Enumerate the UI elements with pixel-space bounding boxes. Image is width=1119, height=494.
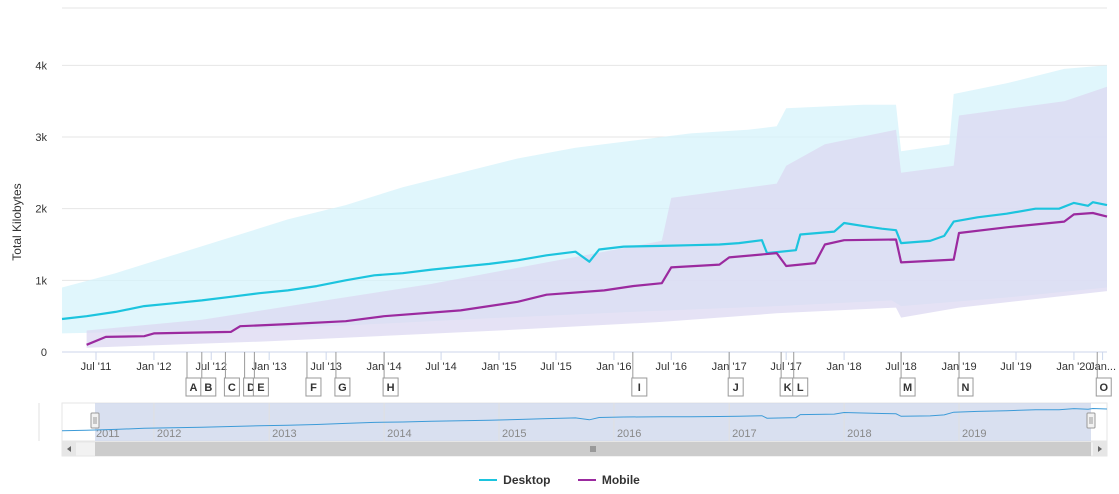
flag-label: I — [638, 382, 641, 394]
flag-box — [252, 377, 269, 397]
flag-box — [631, 377, 648, 397]
navigator-selection — [95, 403, 1091, 441]
navigator-year-label: 2019 — [962, 428, 986, 440]
x-axis: Jul '11 Jan '12 Jul '12 Jan '13 Jul '13 Jan '… — [62, 351, 1116, 373]
flag-l[interactable]: L — [792, 352, 809, 397]
flag-box — [200, 377, 217, 397]
flag-o[interactable]: O — [1095, 352, 1112, 397]
series-line-mobile — [86, 211, 1108, 346]
x-tick-label: Jan '18 — [827, 361, 862, 373]
flag-box — [334, 377, 351, 397]
legend-item-mobile[interactable]: Mobile — [577, 473, 640, 487]
flag-label: M — [903, 382, 912, 394]
band-mobile — [86, 86, 1108, 348]
x-tick-label: Jul '15 — [540, 361, 571, 373]
flag-h[interactable]: H — [382, 352, 399, 397]
x-tick-label: Jul '16 — [656, 361, 687, 373]
flag-label: K — [784, 382, 792, 394]
x-tick-label: Jul '17 — [770, 361, 801, 373]
x-tick-label: Jan '16 — [596, 361, 631, 373]
navigator-year-label: 2013 — [272, 428, 296, 440]
navigator-year-label: 2014 — [387, 428, 411, 440]
flag-label: B — [204, 382, 212, 394]
x-tick-label: Jul '19 — [1000, 361, 1031, 373]
flag-label: L — [797, 382, 804, 394]
flag-box — [382, 377, 399, 397]
y-tick-label: 3k — [35, 132, 47, 144]
navigator-handle-left[interactable] — [90, 412, 100, 429]
flag-j[interactable]: J — [727, 352, 744, 397]
navigator-series-line — [61, 407, 1108, 432]
flag-c[interactable]: C — [223, 352, 240, 397]
chart: 0 1k 2k 3k 4k Total Kilobytes Jul '11 Jan '12… — [10, 7, 1116, 457]
scroll-left-arrow-icon — [67, 446, 71, 452]
flag-a[interactable]: A — [185, 352, 202, 397]
x-tick-label: Jan '12 — [136, 361, 171, 373]
legend: Desktop Mobile — [0, 470, 1119, 487]
navigator-year-label: 2018 — [847, 428, 871, 440]
navigator-year-label: 2017 — [732, 428, 756, 440]
x-tick-label: Jan '15 — [481, 361, 516, 373]
flag-n[interactable]: N — [957, 352, 974, 397]
flag-label: C — [228, 382, 236, 394]
series-line-desktop — [61, 201, 1108, 321]
flag-m[interactable]: M — [899, 352, 916, 397]
legend-swatch-mobile — [577, 479, 596, 481]
flag-label: F — [310, 382, 317, 394]
handle-grip — [1086, 412, 1096, 429]
flag-label: D — [247, 382, 255, 394]
x-tick-label: Jul '11 — [81, 361, 112, 373]
range-navigator[interactable]: 2011 2012 2013 2014 2015 2016 2017 2018 2019 — [38, 402, 1108, 457]
scroll-right-arrow-icon — [1098, 446, 1102, 452]
handle-grip — [90, 412, 100, 429]
flag-e[interactable]: E — [252, 352, 269, 397]
y-axis-title: Total Kilobytes — [10, 183, 24, 260]
navigator-year-label: 2015 — [502, 428, 526, 440]
flag-box — [223, 377, 240, 397]
y-tick-label: 2k — [35, 204, 47, 216]
flag-box — [899, 377, 916, 397]
y-tick-label: 1k — [35, 275, 47, 287]
flag-label: H — [387, 382, 395, 394]
flag-label: J — [733, 382, 739, 394]
flag-label: N — [962, 382, 970, 394]
navigator-year-label: 2011 — [96, 428, 120, 440]
flag-label: E — [257, 382, 264, 394]
flag-label: A — [190, 382, 198, 394]
flag-b[interactable]: B — [200, 352, 217, 397]
legend-swatch-desktop — [479, 479, 498, 481]
x-tick-label: Jul '12 — [196, 361, 227, 373]
y-tick-label: 4k — [35, 60, 47, 72]
y-axis: 0 1k 2k 3k 4k — [35, 60, 47, 359]
flag-f[interactable]: F — [305, 352, 322, 397]
x-tick-label: Jul '14 — [425, 361, 456, 373]
series-lines — [61, 201, 1108, 346]
flag-box — [305, 377, 322, 397]
flag-label: O — [1099, 382, 1108, 394]
navigator-year-label: 2012 — [157, 428, 181, 440]
legend-item-desktop[interactable]: Desktop — [479, 473, 551, 487]
flag-box — [727, 377, 744, 397]
flag-k[interactable]: K — [779, 352, 796, 397]
flag-box — [792, 377, 809, 397]
flag-label: G — [338, 382, 347, 394]
navigator-scrollbar[interactable] — [61, 441, 1108, 457]
flag-g[interactable]: G — [334, 352, 351, 397]
range-bands — [62, 65, 1108, 348]
navigator-handle-right[interactable] — [1086, 412, 1096, 429]
y-tick-label: 0 — [41, 347, 47, 359]
x-tick-label: Jul '13 — [310, 361, 341, 373]
x-tick-label: Jan '20 — [1056, 361, 1091, 373]
flag-i[interactable]: I — [631, 352, 648, 397]
flag-box — [957, 377, 974, 397]
legend-label-mobile: Mobile — [601, 473, 640, 487]
x-tick-label: Jan '13 — [252, 361, 287, 373]
x-tick-label: Jan... — [1089, 361, 1116, 373]
navigator-year-label: 2016 — [617, 428, 641, 440]
legend-label-desktop: Desktop — [503, 473, 551, 487]
flag-box — [1095, 377, 1112, 397]
